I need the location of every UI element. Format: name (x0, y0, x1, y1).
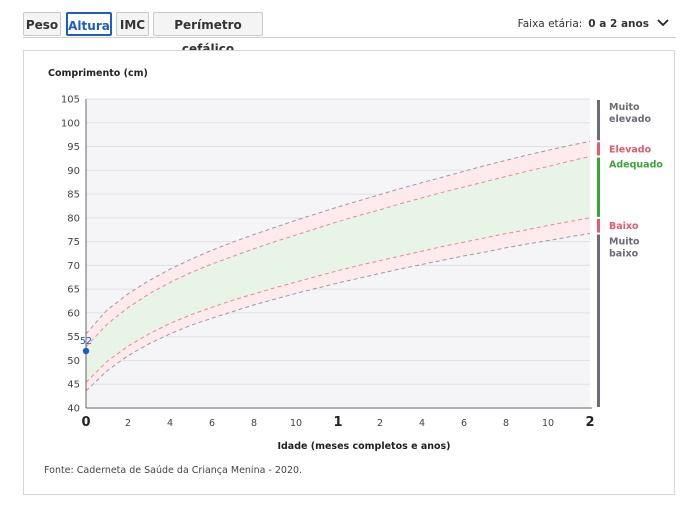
tab-peso[interactable]: Peso (23, 12, 61, 36)
y-tick-label: 40 (67, 404, 80, 415)
x-tick-label: 10 (290, 418, 302, 429)
x-tick-label: 0 (81, 415, 90, 430)
source-note: Fonte: Caderneta de Saúde da Criança Men… (44, 465, 302, 476)
x-tick-label: 10 (542, 418, 554, 429)
zone-bar (597, 218, 600, 233)
chevron-down-icon[interactable] (657, 15, 669, 33)
y-tick-label: 100 (61, 118, 80, 129)
age-range-select[interactable]: Faixa etária: 0 a 2 anos (518, 15, 669, 33)
tab-perimetro-cefalico[interactable]: Perímetro cefálico (153, 12, 263, 56)
y-tick-label: 105 (61, 95, 80, 106)
y-axis-title: Comprimento (cm) (48, 68, 148, 79)
data-point-label: 52 (80, 336, 92, 347)
y-tick-label: 70 (67, 261, 80, 272)
series-line (85, 140, 591, 335)
y-tick-label: 50 (67, 356, 80, 367)
x-tick-label: 2 (585, 415, 594, 430)
y-tick-label: 95 (67, 142, 80, 153)
zone-label-line: Muito (609, 102, 640, 113)
zone-label-line: baixo (609, 249, 639, 260)
band-adequate (86, 156, 590, 383)
x-tick-label: 8 (251, 418, 257, 429)
zone-label-line: Elevado (609, 144, 652, 155)
x-tick-label: 4 (419, 418, 425, 429)
x-tick-label: 2 (377, 418, 383, 429)
series-line (85, 156, 591, 348)
y-tick-label: 90 (67, 166, 80, 177)
y-tick-label: 75 (67, 237, 80, 248)
x-tick-label: 4 (167, 418, 173, 429)
zone-label-line: elevado (609, 114, 652, 125)
y-tick-label: 85 (67, 190, 80, 201)
zone-label-line: Adequado (609, 160, 663, 171)
tab-imc[interactable]: IMC (116, 12, 149, 36)
tab-divider (23, 37, 676, 38)
y-tick-label: 65 (67, 285, 80, 296)
y-tick-label: 55 (67, 332, 80, 343)
y-tick-label: 80 (67, 213, 80, 224)
zone-label-line: Baixo (609, 221, 639, 232)
zone-label: Muito baixo (609, 237, 640, 260)
zone-label: Adequado (609, 160, 663, 171)
zone-label-line: Muito (609, 237, 640, 248)
x-tick-label: 6 (209, 418, 215, 429)
age-range-label: Faixa etária: (517, 18, 583, 30)
series-line (85, 233, 591, 392)
zone-label: Baixo (609, 221, 639, 232)
x-tick-label: 8 (503, 418, 509, 429)
y-tick-label: 45 (67, 380, 80, 391)
chart-card: 40 45 50 55 60 65 70 75 80 85 90 95 100 105 0 2 4 6 8 10 1 2 4… (23, 50, 675, 495)
y-tick-label: 60 (67, 308, 80, 319)
zone-label: Muito elevado (609, 102, 652, 125)
age-range-value: 0 a 2 anos (588, 18, 649, 30)
x-axis-title: Idade (meses completos e anos) (277, 441, 450, 452)
zone-bar (597, 100, 600, 141)
x-tick-label: 1 (333, 415, 342, 430)
band-low (86, 217, 590, 391)
zone-label: Elevado (609, 144, 652, 155)
tab-altura[interactable]: Altura (66, 12, 112, 36)
zone-bar (597, 157, 600, 217)
x-tick-label: 6 (461, 418, 467, 429)
band-high (86, 141, 590, 347)
series-line (85, 217, 591, 383)
zone-bar (597, 234, 600, 407)
zone-bar (597, 142, 600, 156)
x-tick-label: 2 (125, 418, 131, 429)
data-point (82, 347, 90, 355)
